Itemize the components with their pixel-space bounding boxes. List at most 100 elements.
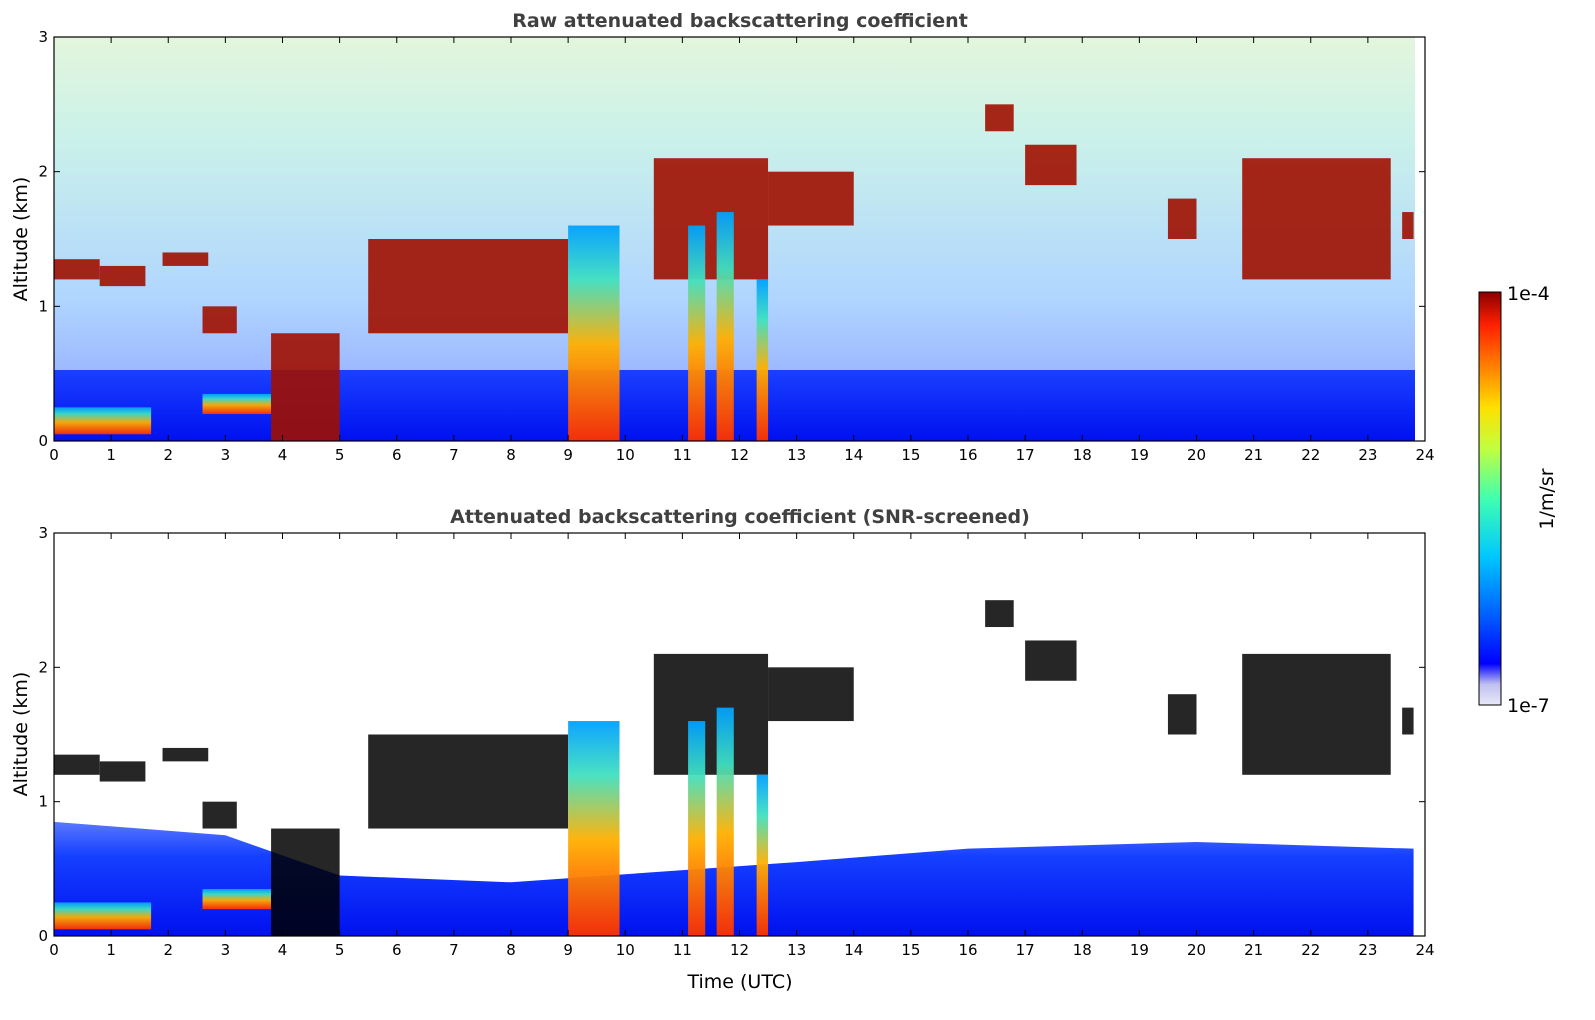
cloud-layer <box>1167 198 1197 239</box>
cloud-layer <box>1402 212 1414 239</box>
cloud-layer <box>716 212 734 441</box>
x-tick-label: 15 <box>901 941 920 959</box>
screened-cloud-layer <box>756 774 769 936</box>
x-tick-label: 4 <box>278 941 288 959</box>
y-axis-label: Altitude (km) <box>10 672 32 797</box>
x-axis: 0 1 2 3 4 5 6 7 8 9 10 11 12 13 14 15 16 17 18 19 20 21 22 23 24 <box>49 533 1435 959</box>
x-tick-label: 9 <box>563 941 573 959</box>
cloud-layer <box>653 158 769 280</box>
y-tick-label: 0 <box>38 432 48 450</box>
x-tick-label: 23 <box>1358 446 1377 464</box>
x-tick-label: 24 <box>1415 941 1434 959</box>
colorbar-min-label: 1e-7 <box>1507 695 1550 717</box>
x-tick-label: 22 <box>1301 941 1320 959</box>
x-tick-label: 1 <box>106 941 116 959</box>
x-tick-label: 16 <box>958 941 977 959</box>
screened-cloud-layer <box>1167 694 1197 735</box>
x-tick-label: 4 <box>278 446 288 464</box>
cloud-layer <box>202 306 237 334</box>
y-tick-label: 0 <box>38 927 48 945</box>
x-tick-label: 8 <box>506 446 516 464</box>
x-tick-label: 23 <box>1358 941 1377 959</box>
x-tick-label: 9 <box>563 446 573 464</box>
y-tick-label: 2 <box>38 658 48 676</box>
x-tick-label: 5 <box>335 446 345 464</box>
x-tick-label: 18 <box>1073 941 1092 959</box>
x-tick-label: 22 <box>1301 446 1320 464</box>
y-tick-label: 3 <box>38 28 48 46</box>
cloud-layer <box>768 171 854 226</box>
x-tick-label: 14 <box>844 941 863 959</box>
x-tick-label: 17 <box>1016 446 1035 464</box>
raw-heatmap-field <box>54 37 1415 441</box>
x-tick-label: 0 <box>49 446 59 464</box>
x-axis: 0 1 2 3 4 5 6 7 8 9 10 11 12 13 14 15 16 17 18 19 20 21 22 23 24 <box>49 37 1435 464</box>
y-axis: 0 1 2 3 <box>38 524 1425 945</box>
x-tick-label: 20 <box>1187 446 1206 464</box>
x-tick-label: 13 <box>787 941 806 959</box>
x-tick-label: 7 <box>449 446 459 464</box>
cloud-layer <box>756 279 769 441</box>
cloud-layer <box>568 225 620 441</box>
screened-cloud-layers <box>54 600 1414 936</box>
y-tick-label: 1 <box>38 793 48 811</box>
x-tick-label: 6 <box>392 941 402 959</box>
x-tick-label: 19 <box>1130 941 1149 959</box>
screened-cloud-layer <box>162 747 209 762</box>
y-axis: 0 1 2 3 <box>38 28 1425 450</box>
screened-cloud-layer <box>568 721 620 936</box>
cloud-layers <box>54 104 1414 441</box>
x-tick-label: 11 <box>673 941 692 959</box>
x-tick-label: 17 <box>1016 941 1035 959</box>
cloud-layer <box>688 225 706 441</box>
x-tick-label: 20 <box>1187 941 1206 959</box>
x-tick-label: 2 <box>163 446 173 464</box>
x-tick-label: 10 <box>616 941 635 959</box>
x-tick-label: 6 <box>392 446 402 464</box>
x-tick-label: 12 <box>730 941 749 959</box>
x-tick-label: 7 <box>449 941 459 959</box>
x-tick-label: 16 <box>958 446 977 464</box>
y-tick-label: 3 <box>38 524 48 542</box>
x-tick-label: 2 <box>163 941 173 959</box>
cloud-layer <box>202 393 272 415</box>
x-tick-label: 3 <box>221 941 231 959</box>
x-tick-label: 21 <box>1244 941 1263 959</box>
cloud-layer <box>162 252 209 266</box>
screened-cloud-layer <box>271 828 340 936</box>
screened-cloud-layer <box>54 902 152 930</box>
colorbar-gradient <box>1478 291 1502 706</box>
x-tick-label: 24 <box>1415 446 1434 464</box>
colorbar-max-label: 1e-4 <box>1507 283 1550 305</box>
cloud-layer <box>271 333 340 441</box>
cloud-layer <box>54 259 100 280</box>
x-tick-label: 3 <box>221 446 231 464</box>
screened-cloud-layer <box>368 734 569 829</box>
colorbar-unit-label: 1/m/sr <box>1536 468 1558 529</box>
x-tick-label: 11 <box>673 446 692 464</box>
screened-heatmap-field <box>54 600 1414 936</box>
screened-backscatter-panel: Attenuated backscattering coefficient (S… <box>10 506 1435 993</box>
colorbar: 1e-4 1e-7 1/m/sr <box>1478 283 1558 717</box>
y-tick-label: 2 <box>38 163 48 181</box>
x-tick-label: 19 <box>1130 446 1149 464</box>
x-tick-label: 21 <box>1244 446 1263 464</box>
chart-title: Attenuated backscattering coefficient (S… <box>450 506 1030 528</box>
y-axis-label: Altitude (km) <box>10 177 32 302</box>
screened-cloud-layer <box>653 653 769 775</box>
screened-cloud-layer <box>768 667 854 722</box>
cloud-layer <box>1242 158 1391 280</box>
screened-cloud-layer <box>688 721 706 936</box>
x-tick-label: 1 <box>106 446 116 464</box>
screened-cloud-layer <box>54 754 100 775</box>
screened-cloud-layer <box>99 761 146 782</box>
x-tick-label: 14 <box>844 446 863 464</box>
x-tick-label: 5 <box>335 941 345 959</box>
x-tick-label: 0 <box>49 941 59 959</box>
chart-title: Raw attenuated backscattering coefficien… <box>512 10 968 32</box>
cloud-layer <box>99 265 146 287</box>
screened-cloud-layer <box>1402 707 1414 735</box>
x-tick-label: 18 <box>1073 446 1092 464</box>
screened-cloud-layer <box>1025 640 1077 681</box>
